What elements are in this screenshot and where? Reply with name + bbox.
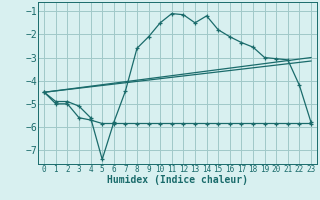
X-axis label: Humidex (Indice chaleur): Humidex (Indice chaleur)	[107, 175, 248, 185]
